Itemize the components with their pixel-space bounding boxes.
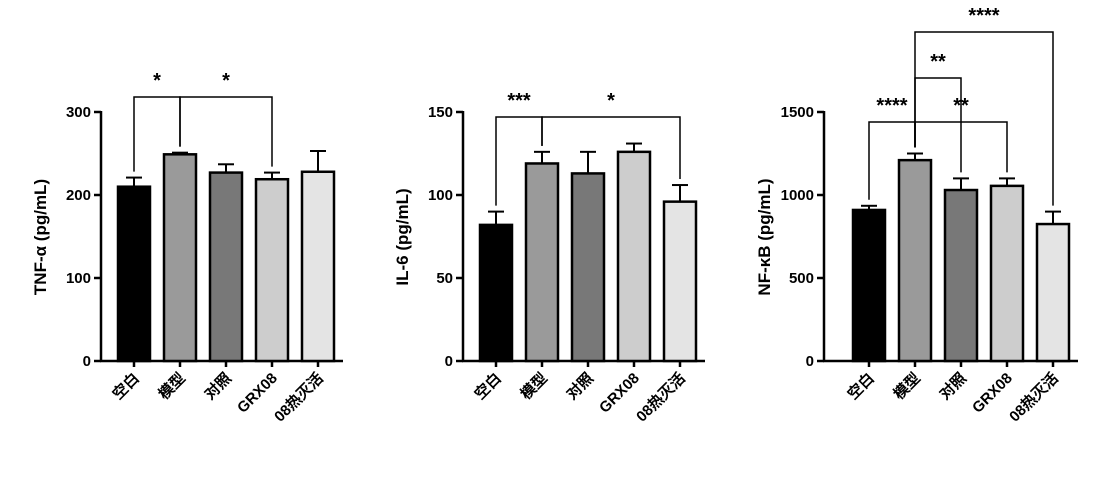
y-tick-label: 0 [445, 353, 453, 370]
x-tick-label: 模型 [155, 369, 189, 403]
y-tick-label: 1000 [781, 187, 814, 204]
y-axis-label: IL-6 (pg/mL) [393, 188, 412, 285]
y-tick-label: 300 [66, 104, 91, 121]
bar [300, 170, 336, 363]
significance-bracket [914, 77, 962, 173]
y-tick-label: 1500 [781, 104, 814, 121]
x-tick-label: 空白 [844, 369, 878, 403]
significance-label: **** [968, 5, 999, 27]
bar [478, 223, 514, 363]
significance-bracket [541, 116, 681, 180]
bar [897, 158, 933, 363]
significance-label: *** [507, 90, 531, 112]
bar [162, 153, 198, 363]
y-tick-label: 150 [428, 104, 453, 121]
bar [616, 150, 652, 363]
y-axis-label: TNF-α (pg/mL) [31, 179, 50, 295]
y-tick-label: 50 [436, 270, 453, 287]
y-tick-label: 0 [83, 353, 91, 370]
significance-bracket [914, 31, 1054, 206]
y-axis-label: NF-κB (pg/mL) [755, 178, 774, 295]
significance-label: * [607, 90, 615, 112]
x-tick-label: 模型 [517, 369, 551, 403]
y-tick-label: 0 [806, 353, 814, 370]
y-tick-label: 200 [66, 187, 91, 204]
x-tick-label: 对照 [201, 369, 235, 403]
significance-label: * [222, 70, 230, 92]
y-tick-label: 100 [428, 187, 453, 204]
y-tick-label: 500 [789, 270, 814, 287]
bar [989, 184, 1025, 363]
bar [662, 200, 698, 363]
bar [570, 172, 606, 363]
x-tick-label: 08热灭活 [632, 369, 688, 425]
significance-label: ** [930, 51, 946, 73]
x-tick-label: 空白 [109, 369, 143, 403]
bar [208, 171, 244, 363]
x-tick-label: 对照 [936, 369, 970, 403]
x-tick-label: 空白 [471, 369, 505, 403]
x-tick-label: 08热灭活 [1005, 369, 1061, 425]
y-tick-label: 100 [66, 270, 91, 287]
significance-bracket [179, 96, 273, 167]
significance-label: **** [876, 95, 907, 117]
bar [116, 185, 152, 363]
x-tick-label: 对照 [563, 369, 597, 403]
x-tick-label: 模型 [890, 369, 924, 403]
significance-label: * [153, 70, 161, 92]
bar [851, 208, 887, 363]
bar [943, 188, 979, 363]
bar [524, 162, 560, 363]
bar [1035, 222, 1071, 363]
bar [254, 177, 290, 363]
x-tick-label: 08热灭活 [270, 369, 326, 425]
